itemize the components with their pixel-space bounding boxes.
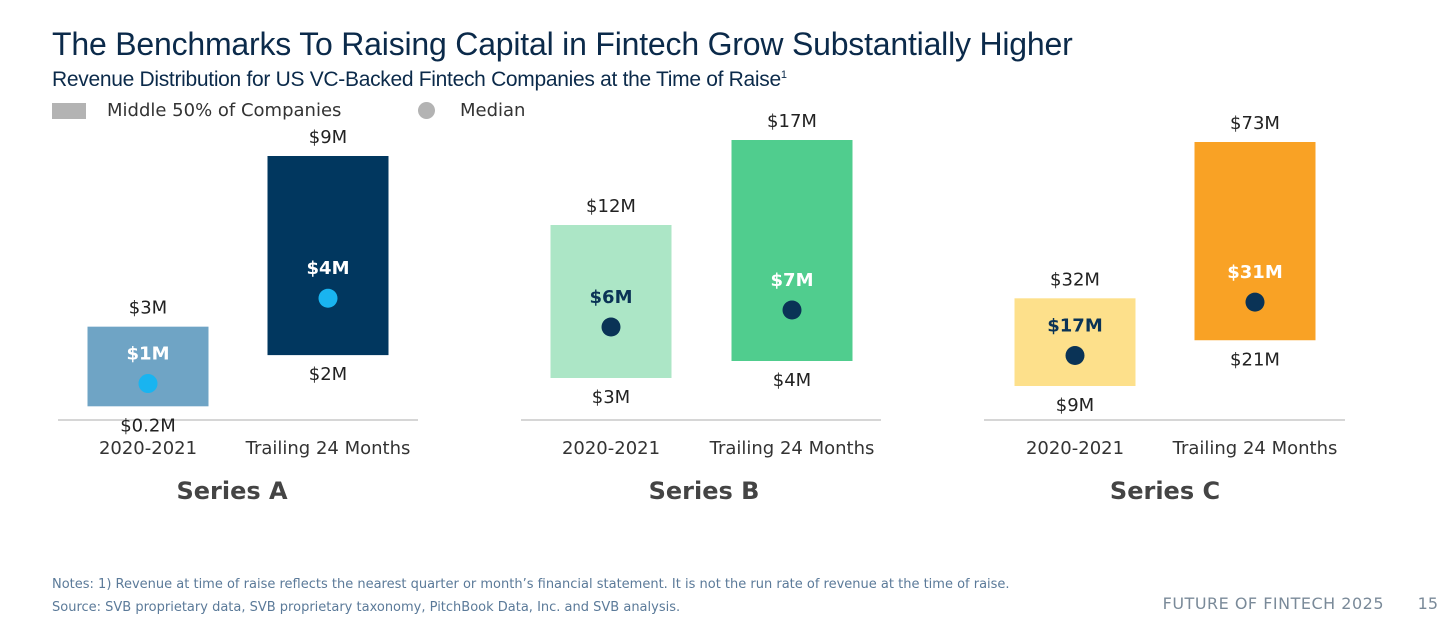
source-text: Source: SVB proprietary data, SVB propri… — [52, 600, 681, 615]
median-marker — [1065, 346, 1085, 365]
range-bar — [87, 326, 209, 407]
high-value-label: $12M — [586, 196, 636, 217]
page-number: 15 — [1417, 594, 1438, 613]
low-value-label: $21M — [1230, 349, 1280, 370]
median-value-label: $4M — [307, 258, 350, 279]
median-marker — [601, 317, 621, 337]
range-bar — [267, 156, 389, 356]
subtitle-text: Revenue Distribution for US VC-Backed Fi… — [52, 68, 781, 91]
median-marker — [782, 300, 802, 320]
high-value-label: $17M — [767, 111, 817, 132]
category-label: 2020-2021 — [562, 438, 660, 459]
category-label: Trailing 24 Months — [245, 438, 411, 459]
median-value-label: $31M — [1227, 262, 1283, 283]
panel-title: Series A — [176, 477, 288, 505]
legend-range-swatch — [52, 103, 86, 119]
category-label: Trailing 24 Months — [709, 438, 875, 459]
category-label: 2020-2021 — [99, 438, 197, 459]
notes-text: Notes: 1) Revenue at time of raise refle… — [52, 577, 1010, 592]
low-value-label: $0.2M — [120, 415, 176, 436]
panel-title: Series C — [1110, 477, 1220, 505]
range-bar — [1014, 298, 1136, 386]
median-marker — [138, 374, 158, 394]
median-value-label: $1M — [127, 344, 170, 365]
low-value-label: $4M — [773, 370, 811, 391]
high-value-label: $73M — [1230, 113, 1280, 134]
low-value-label: $9M — [1056, 395, 1094, 416]
chart-canvas: $3M $0.2M $1M 2020-2021 $9M $2M $4M Trailing 24… — [58, 111, 1345, 505]
chart-title: The Benchmarks To Raising Capital in Fin… — [52, 26, 1073, 62]
median-value-label: $7M — [771, 270, 814, 291]
panel-title: Series B — [649, 477, 760, 505]
chart-subtitle: Revenue Distribution for US VC-Backed Fi… — [52, 68, 787, 92]
footer-label: FUTURE OF FINTECH 2025 — [1162, 594, 1384, 613]
high-value-label: $9M — [309, 127, 347, 148]
subtitle-footnote: 1 — [780, 69, 787, 81]
notes-block: Notes: 1) Revenue at time of raise refle… — [52, 573, 1010, 619]
median-marker — [1245, 292, 1265, 312]
range-bar — [731, 140, 853, 361]
legend-median-marker — [418, 102, 435, 119]
low-value-label: $2M — [309, 364, 347, 385]
legend-median-label: Median — [460, 100, 526, 121]
category-label: Trailing 24 Months — [1172, 438, 1338, 459]
low-value-label: $3M — [592, 387, 630, 408]
median-marker — [318, 288, 338, 308]
high-value-label: $3M — [129, 298, 167, 319]
high-value-label: $32M — [1050, 269, 1100, 290]
category-label: 2020-2021 — [1026, 438, 1124, 459]
legend-range-label: Middle 50% of Companies — [107, 100, 342, 121]
median-value-label: $6M — [590, 287, 633, 308]
range-bar — [550, 225, 672, 378]
median-value-label: $17M — [1047, 316, 1103, 337]
